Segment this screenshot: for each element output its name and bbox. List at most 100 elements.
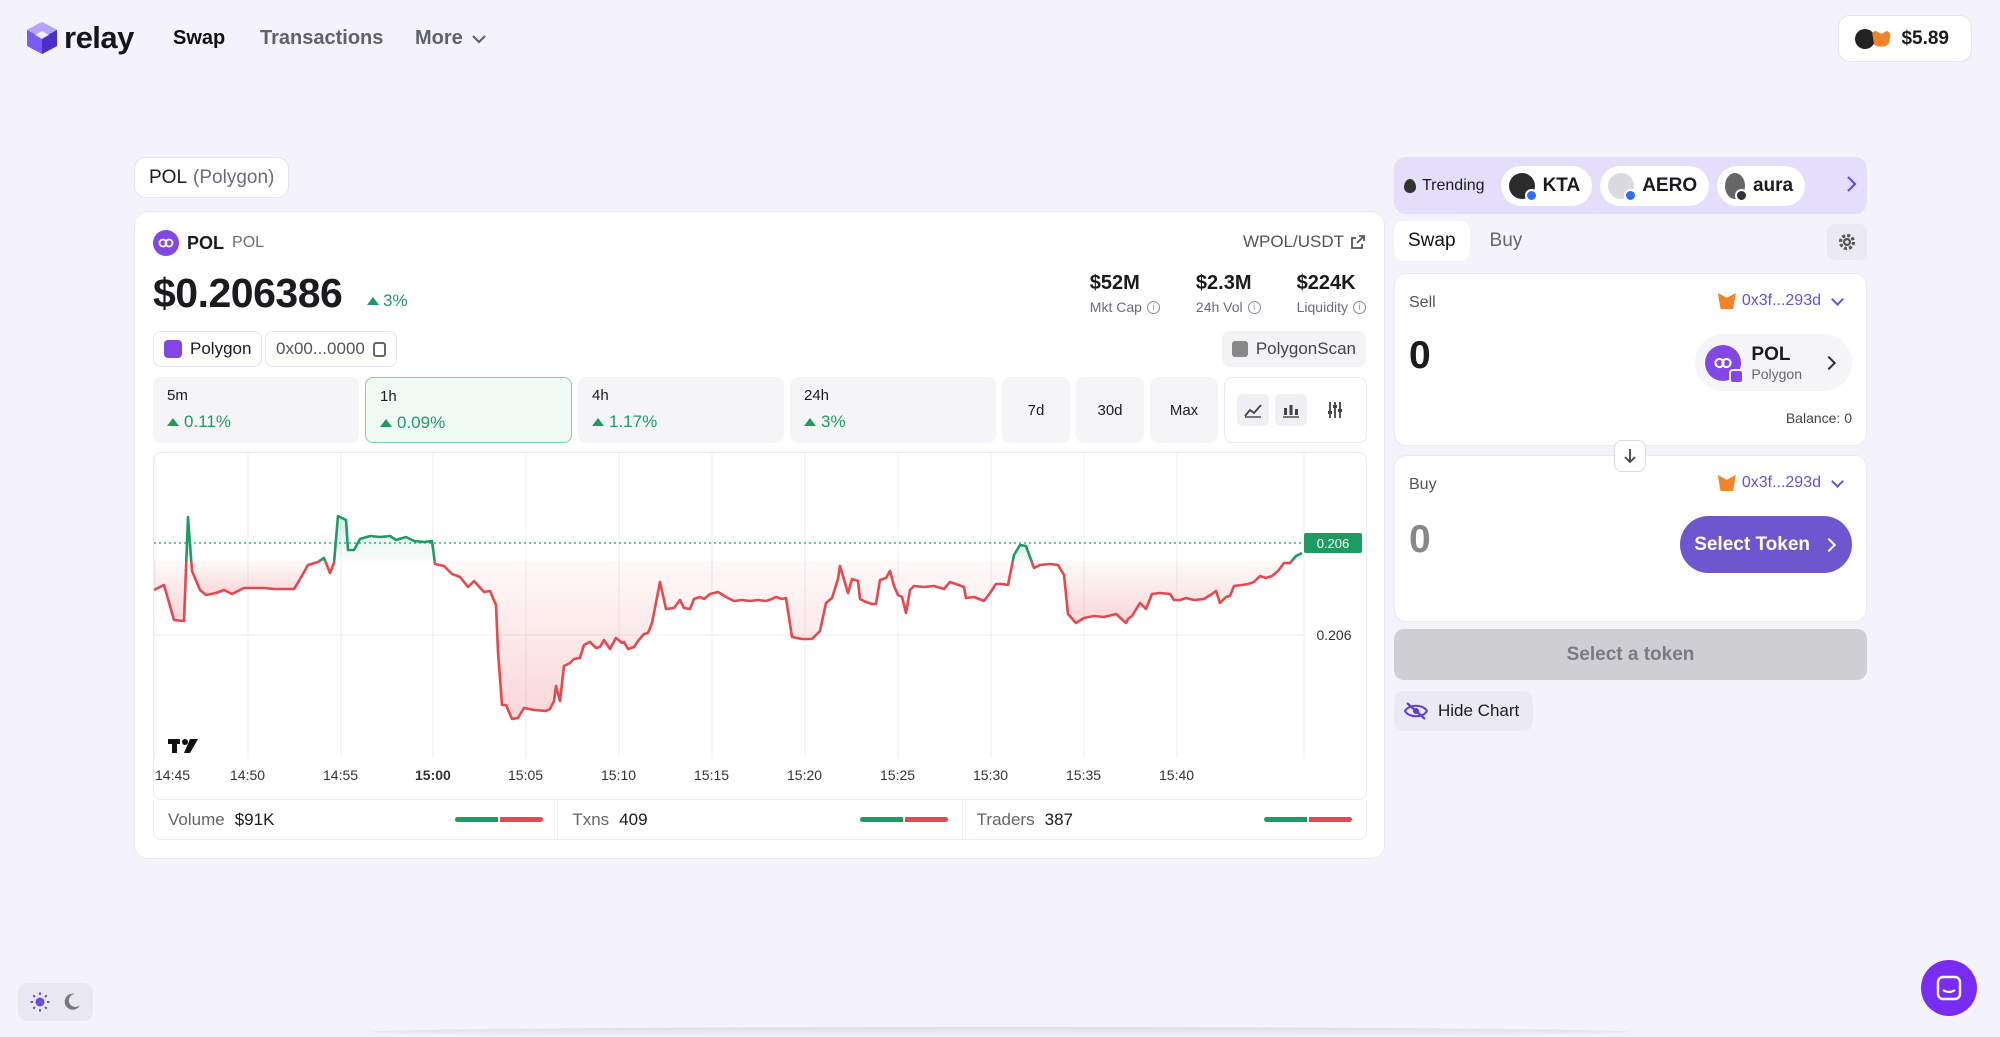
moon-icon[interactable] bbox=[63, 993, 81, 1011]
x-tick-label: 14:45 bbox=[155, 767, 190, 783]
chat-icon bbox=[1936, 975, 1962, 1001]
trending-token-kta[interactable]: KTA bbox=[1500, 165, 1593, 206]
sell-wallet-address: 0x3f...293d bbox=[1741, 292, 1821, 309]
token-tag: POL (Polygon) bbox=[134, 157, 290, 198]
support-chat-button[interactable] bbox=[1921, 960, 1977, 1016]
external-link-icon bbox=[1351, 235, 1365, 249]
timeframe-max[interactable]: Max bbox=[1150, 377, 1218, 443]
traders-value: 387 bbox=[1044, 809, 1073, 829]
theme-toggle[interactable] bbox=[18, 983, 93, 1021]
stat-24h-vol: $2.3M 24h Vol i bbox=[1196, 272, 1261, 315]
info-icon[interactable]: i bbox=[1146, 300, 1160, 314]
pair-link[interactable]: WPOL/USDT bbox=[1243, 232, 1366, 252]
polygonscan-link[interactable]: PolygonScan bbox=[1221, 331, 1366, 367]
trending-token-symbol: aura bbox=[1752, 174, 1794, 196]
wallet-avatar-icon bbox=[1855, 28, 1876, 49]
y-axis-label: 0.206 bbox=[1316, 627, 1351, 643]
timeframe-30d[interactable]: 30d bbox=[1076, 377, 1144, 443]
select-a-token-button[interactable]: Select a token bbox=[1394, 629, 1867, 680]
info-icon[interactable]: i bbox=[1353, 300, 1366, 314]
chevron-down-icon bbox=[472, 34, 486, 44]
price-chart[interactable]: 14:45 14:50 14:55 15:00 15:05 15:10 15:15 15:20… bbox=[153, 452, 1367, 800]
traders-cell: Traders 387 bbox=[963, 800, 1366, 839]
sell-amount-input[interactable] bbox=[1409, 334, 1609, 378]
line-chart-icon[interactable] bbox=[1237, 394, 1269, 426]
stat-value: $224K bbox=[1296, 272, 1356, 294]
area-above-baseline bbox=[334, 516, 435, 561]
price-line-up bbox=[318, 556, 327, 563]
price-line-down bbox=[1030, 560, 1293, 625]
buy-wallet-selector[interactable]: 0x3f...293d bbox=[1717, 474, 1846, 492]
x-tick-label: 15:25 bbox=[880, 767, 915, 783]
gear-icon bbox=[1838, 233, 1856, 251]
sell-wallet-selector[interactable]: 0x3f...293d bbox=[1717, 292, 1846, 310]
chart-tools bbox=[1224, 377, 1367, 443]
buy-amount-input[interactable] bbox=[1409, 518, 1609, 562]
candlestick-icon[interactable] bbox=[1275, 394, 1307, 426]
swap-direction-button[interactable] bbox=[1614, 440, 1646, 472]
timeframe-label: 5m bbox=[167, 387, 188, 404]
timeframe-1h[interactable]: 1h 0.09% bbox=[365, 377, 572, 443]
nav-more[interactable]: More bbox=[415, 27, 487, 50]
token-header: POL POL bbox=[153, 230, 264, 256]
price-line-up bbox=[1290, 551, 1303, 562]
token-symbol: POL bbox=[187, 232, 225, 253]
timeframe-5m[interactable]: 5m 0.11% bbox=[153, 377, 359, 443]
x-tick-label: 15:10 bbox=[601, 767, 636, 783]
stat-label: Liquidity bbox=[1296, 299, 1348, 315]
stat-label: 24h Vol bbox=[1195, 299, 1243, 315]
explorer-label: PolygonScan bbox=[1255, 339, 1356, 358]
timeframe-7d[interactable]: 7d bbox=[1002, 377, 1070, 443]
select-token-button[interactable]: Select Token bbox=[1680, 516, 1852, 573]
info-icon[interactable]: i bbox=[1247, 300, 1261, 314]
wallet-icons bbox=[1855, 28, 1892, 49]
x-tick-label: 15:20 bbox=[787, 767, 822, 783]
wallet-button[interactable]: $5.89 bbox=[1838, 15, 1972, 62]
settings-button[interactable] bbox=[1827, 224, 1867, 260]
timeframe-24h[interactable]: 24h 3% bbox=[790, 377, 996, 443]
x-tick-label: 15:40 bbox=[1159, 767, 1194, 783]
address-chip[interactable]: 0x00...0000 bbox=[265, 331, 397, 367]
timeframe-4h[interactable]: 4h 1.17% bbox=[578, 377, 784, 443]
up-arrow-icon bbox=[380, 419, 392, 427]
price-chart-svg: 14:45 14:50 14:55 15:00 15:05 15:10 15:15 15:20… bbox=[154, 453, 1362, 783]
hide-chart-label: Hide Chart bbox=[1438, 701, 1520, 720]
price-line-up bbox=[332, 514, 436, 562]
copy-icon[interactable] bbox=[372, 341, 386, 357]
nav-swap[interactable]: Swap bbox=[173, 27, 226, 49]
chevron-right-icon[interactable] bbox=[1845, 173, 1857, 199]
price-line-up bbox=[185, 515, 193, 562]
polygon-chain-icon bbox=[164, 340, 182, 358]
tab-swap[interactable]: Swap bbox=[1394, 221, 1470, 261]
sell-token-selector[interactable]: POL Polygon bbox=[1695, 334, 1852, 391]
fire-icon bbox=[1404, 178, 1416, 193]
relay-logo[interactable]: relay bbox=[26, 20, 134, 56]
area-below-baseline bbox=[191, 561, 320, 595]
tab-buy[interactable]: Buy bbox=[1489, 230, 1523, 251]
price-line-down bbox=[323, 560, 336, 575]
sliders-icon[interactable] bbox=[1319, 394, 1351, 426]
timeframe-label: 4h bbox=[592, 387, 609, 404]
price-line-up bbox=[1011, 543, 1033, 562]
last-price-tag-text: 0.206 bbox=[1317, 536, 1350, 551]
metamask-icon bbox=[1871, 28, 1892, 47]
chain-name: Polygon bbox=[190, 339, 252, 358]
stat-value: $2.3M bbox=[1195, 272, 1252, 294]
chart-lines bbox=[154, 514, 1303, 721]
price-change-value: 3% bbox=[383, 291, 408, 310]
chevron-right-icon bbox=[1821, 355, 1837, 370]
price-line-down bbox=[154, 560, 188, 623]
chain-chip[interactable]: Polygon bbox=[153, 331, 263, 367]
token-avatar-icon bbox=[1608, 172, 1638, 202]
token-ticker: POL bbox=[232, 234, 265, 251]
sun-icon[interactable] bbox=[30, 992, 50, 1012]
wallet-balance: $5.89 bbox=[1901, 27, 1949, 49]
stat-liquidity: $224K Liquidity i bbox=[1297, 272, 1366, 315]
hide-chart-button[interactable]: Hide Chart bbox=[1394, 691, 1534, 731]
nav-more-label: More bbox=[415, 27, 463, 49]
pair-label: WPOL/USDT bbox=[1242, 232, 1344, 251]
trending-token-aura[interactable]: aura bbox=[1717, 165, 1806, 206]
nav-transactions[interactable]: Transactions bbox=[260, 27, 384, 49]
volume-value: $91K bbox=[234, 809, 275, 829]
trending-token-aero[interactable]: AERO bbox=[1600, 165, 1710, 206]
